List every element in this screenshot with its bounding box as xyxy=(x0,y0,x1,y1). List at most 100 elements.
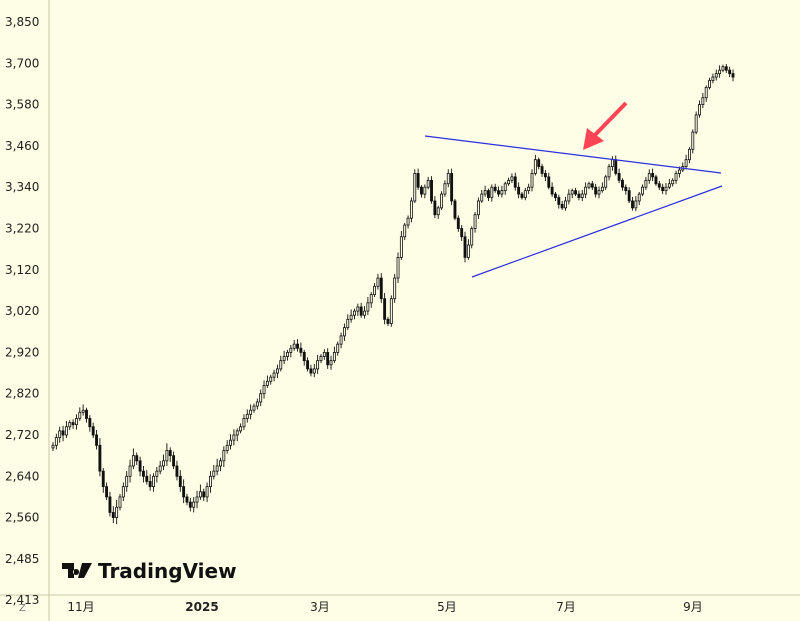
y-tick-label: 3,580 xyxy=(5,98,39,112)
candle-body xyxy=(61,430,65,436)
candle-body xyxy=(152,475,155,488)
candle-body xyxy=(497,190,500,195)
candle-body xyxy=(51,444,55,449)
candle-body xyxy=(316,360,320,370)
candle-body xyxy=(500,190,504,195)
candle-body xyxy=(286,351,289,357)
candle-body xyxy=(460,228,464,238)
candle-body xyxy=(142,470,145,477)
candle-body xyxy=(647,173,651,181)
candle-body xyxy=(249,409,253,415)
candle-body xyxy=(651,173,655,178)
candle-body xyxy=(155,470,159,477)
candle-body xyxy=(440,193,444,209)
candle-body xyxy=(621,179,624,188)
candle-body xyxy=(590,183,594,188)
candle-body xyxy=(503,183,507,192)
candle-body xyxy=(466,244,470,258)
candle-body xyxy=(369,294,373,304)
candle-body xyxy=(279,360,283,370)
candle-body xyxy=(366,302,370,312)
candle-body xyxy=(165,450,169,462)
candle-body xyxy=(399,236,403,258)
y-tick-label: 2,560 xyxy=(5,511,39,525)
candle-body xyxy=(523,190,527,198)
candle-body xyxy=(245,413,249,419)
candle-body xyxy=(105,486,109,498)
candle-body xyxy=(667,183,671,188)
x-tick-label: 7月 xyxy=(556,600,576,614)
candle-body xyxy=(131,455,135,467)
candle-body xyxy=(128,465,132,477)
candle-body xyxy=(577,193,581,198)
candle-body xyxy=(617,173,621,181)
candle-body xyxy=(198,491,202,498)
y-tick-label: 3,020 xyxy=(5,304,39,318)
candle-body xyxy=(507,179,511,185)
corner-label: Z xyxy=(19,603,26,614)
candle-body xyxy=(101,470,105,488)
candle-body xyxy=(724,66,728,71)
candles-layer xyxy=(51,63,735,525)
candle-body xyxy=(302,351,306,362)
candle-body xyxy=(728,69,732,75)
candle-body xyxy=(547,176,551,188)
candle-body xyxy=(88,418,92,428)
candle-body xyxy=(520,193,524,198)
candle-body xyxy=(594,186,598,195)
candle-body xyxy=(513,176,517,188)
candle-body xyxy=(483,190,487,195)
candle-body xyxy=(664,186,668,192)
candle-body xyxy=(202,491,206,498)
candle-body xyxy=(299,347,303,353)
candle-body xyxy=(64,426,68,436)
candle-body xyxy=(108,496,112,513)
lower-trendline xyxy=(471,185,723,278)
y-tick-label: 3,850 xyxy=(5,15,39,29)
candle-body xyxy=(557,197,561,205)
candle-body xyxy=(393,277,397,300)
candle-body xyxy=(168,450,172,457)
candle-body xyxy=(148,481,152,488)
candle-body xyxy=(342,327,346,337)
candle-body xyxy=(185,496,189,503)
candle-body xyxy=(229,439,232,446)
candle-body xyxy=(627,190,631,202)
candle-body xyxy=(376,277,380,287)
candle-body xyxy=(433,200,437,216)
candle-body xyxy=(550,186,554,195)
candle-body xyxy=(296,343,299,349)
candle-body xyxy=(172,455,176,467)
candle-body xyxy=(219,460,222,467)
candle-body xyxy=(423,186,427,195)
candle-body xyxy=(624,186,628,192)
candle-body xyxy=(275,368,279,374)
y-tick-label: 2,920 xyxy=(5,345,39,359)
candle-body xyxy=(446,173,450,185)
candle-body xyxy=(232,434,236,441)
candle-body xyxy=(215,465,219,472)
candle-body xyxy=(319,356,323,362)
candle-body xyxy=(265,380,269,386)
candle-body xyxy=(631,200,634,209)
candle-body xyxy=(85,409,88,419)
tradingview-logo-icon xyxy=(62,563,92,578)
candle-body xyxy=(487,190,490,198)
candle-body xyxy=(222,450,226,462)
candle-body xyxy=(661,186,665,192)
candle-body xyxy=(641,186,644,195)
x-axis: 11月 2025 3月 5月 7月 9月 xyxy=(67,600,702,614)
candle-body xyxy=(158,465,162,472)
y-axis: 3,850 3,700 3,580 3,460 3,340 3,220 3,120 3,020… xyxy=(5,15,39,607)
candle-body xyxy=(336,343,340,353)
upper-trendline xyxy=(424,135,722,174)
red-arrow xyxy=(583,101,628,150)
candle-body xyxy=(430,179,433,202)
candle-body xyxy=(386,318,390,324)
candle-body xyxy=(721,66,725,71)
candle-body xyxy=(490,186,494,198)
tradingview-wordmark: TradingView xyxy=(98,559,237,583)
candle-body xyxy=(473,214,477,229)
candle-body xyxy=(346,318,350,329)
